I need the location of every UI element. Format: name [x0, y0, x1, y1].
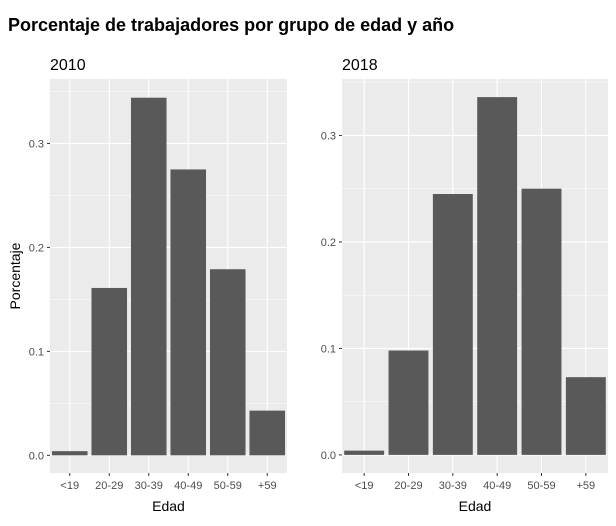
y-tick-label: 0.2 — [29, 242, 44, 254]
y-tick-label: 0.0 — [29, 450, 44, 462]
bar-20-29 — [91, 287, 128, 456]
y-tick-label: 0.1 — [321, 343, 336, 355]
x-tick-label: <19 — [355, 480, 374, 492]
x-tick-label: 50-59 — [527, 480, 555, 492]
x-tick-label: +59 — [258, 480, 277, 492]
x-tick-label: 30-39 — [439, 480, 467, 492]
y-tick-label: 0.0 — [321, 450, 336, 462]
bar-20-29 — [388, 350, 429, 455]
chart-title: Porcentaje de trabajadores por grupo de … — [8, 15, 454, 35]
y-axis-title: Porcentaje — [7, 242, 23, 309]
bar-40-49 — [477, 97, 518, 455]
bar-<19 — [344, 450, 385, 455]
bar-30-39 — [432, 194, 473, 455]
x-tick-label: 20-29 — [95, 480, 123, 492]
x-axis-title: Edad — [152, 498, 185, 514]
x-tick-label: 40-49 — [174, 480, 202, 492]
x-tick-label: +59 — [576, 480, 595, 492]
bar-<19 — [51, 451, 88, 456]
x-tick-label: 50-59 — [214, 480, 242, 492]
bar-30-39 — [130, 97, 167, 456]
panel-background — [50, 79, 287, 473]
panel-title: 2010 — [50, 57, 86, 74]
bar-50-59 — [209, 269, 246, 456]
x-tick-label: 20-29 — [394, 480, 422, 492]
bar-50-59 — [521, 188, 562, 455]
x-tick-label: <19 — [60, 480, 79, 492]
bar-+59 — [249, 410, 286, 456]
panel-2018: 0.0 0.1 0.2 0.3 <19 20-29 30-39 40-49 50-59 +59 20… — [321, 57, 608, 514]
y-tick-label: 0.3 — [321, 130, 336, 142]
x-tick-label: 30-39 — [135, 480, 163, 492]
bar-+59 — [565, 377, 606, 455]
x-tick-label: 40-49 — [483, 480, 511, 492]
y-tick-label: 0.1 — [29, 346, 44, 358]
y-tick-label: 0.2 — [321, 237, 336, 249]
panel-title: 2018 — [342, 57, 378, 74]
panel-2010: 0.0 0.1 0.2 0.3 <19 20-29 30-39 40-49 50-59 +59 20… — [7, 57, 287, 514]
bar-40-49 — [170, 169, 207, 456]
panel-background — [342, 79, 608, 473]
x-axis-title: Edad — [459, 498, 492, 514]
y-tick-label: 0.3 — [29, 138, 44, 150]
